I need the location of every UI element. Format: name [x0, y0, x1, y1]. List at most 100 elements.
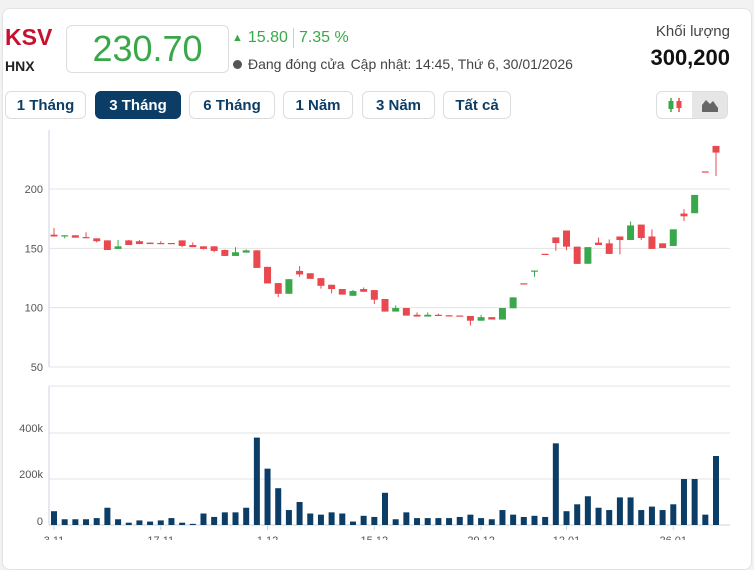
- volume-bar: [104, 507, 111, 525]
- volume-bar: [285, 510, 292, 525]
- candle-body: [274, 283, 282, 294]
- candle-body: [93, 238, 101, 242]
- x-tick-label: 3.11: [44, 535, 65, 540]
- volume-bar: [520, 516, 527, 525]
- range-3-years[interactable]: 3 Năm: [362, 91, 435, 119]
- candle-body: [146, 242, 154, 245]
- volume-bar: [478, 518, 485, 525]
- volume-bar: [531, 515, 538, 525]
- volume-bar: [382, 492, 388, 525]
- volume-bar: [691, 479, 698, 525]
- volume-bar: [638, 510, 645, 525]
- candle-body: [445, 315, 453, 317]
- volume-bar: [360, 515, 367, 525]
- volume-tick-label: 200k: [19, 469, 43, 481]
- volume-bar: [414, 518, 421, 525]
- candle-body: [103, 240, 111, 250]
- candle-body: [595, 242, 603, 246]
- range-1-month[interactable]: 1 Tháng: [5, 91, 86, 119]
- volume-bar: [392, 519, 399, 525]
- volume-bar: [61, 519, 68, 525]
- candle-body: [530, 270, 538, 272]
- status-text: Đang đóng cửa: [248, 56, 345, 72]
- volume-bar: [264, 468, 271, 525]
- volume-bar: [456, 516, 463, 525]
- range-1-year[interactable]: 1 Năm: [283, 91, 353, 119]
- change-percent: 7.35 %: [298, 29, 349, 46]
- volume-bar: [648, 506, 655, 525]
- candle-body: [125, 240, 133, 246]
- exchange-label: HNX: [5, 58, 35, 74]
- candle-body: [520, 283, 528, 285]
- volume-bar: [253, 437, 260, 525]
- candle-body: [637, 224, 645, 239]
- volume-bar: [211, 516, 218, 525]
- candle-body: [488, 317, 496, 320]
- price-tick-label: 50: [31, 362, 43, 374]
- volume-bar: [136, 520, 143, 525]
- volume-bar: [115, 519, 122, 525]
- volume-bar: [296, 502, 303, 525]
- candle-body: [712, 145, 720, 153]
- volume-bar: [307, 513, 314, 525]
- volume-bar: [168, 518, 175, 525]
- x-tick-label: 26.01: [660, 535, 688, 540]
- candle-body: [199, 246, 207, 249]
- candle-body: [338, 289, 346, 295]
- volume-bar: [189, 523, 196, 525]
- price-change: ▲ 15.80 7.35 %: [232, 28, 349, 48]
- volume-bar: [488, 519, 495, 525]
- candle-body: [157, 242, 165, 245]
- candle-body: [221, 249, 229, 256]
- candle-body: [498, 308, 506, 320]
- candle-body: [50, 234, 58, 237]
- current-price: 230.70: [66, 25, 229, 73]
- volume-bar: [616, 497, 623, 525]
- price-tick-label: 200: [25, 184, 43, 196]
- volume-bar: [542, 516, 549, 525]
- candlestick-icon: [668, 98, 681, 112]
- candle-body: [82, 237, 90, 239]
- market-status: Đang đóng cửa Cập nhật: 14:45, Thứ 6, 30…: [233, 56, 573, 72]
- volume-bar: [232, 512, 239, 525]
- volume-bar: [157, 520, 164, 525]
- volume-value: 300,200: [650, 45, 730, 70]
- candle-body: [210, 246, 218, 251]
- range-all[interactable]: Tất cả: [443, 91, 511, 119]
- volume-label: Khối lượng: [655, 23, 730, 40]
- candle-body: [669, 229, 677, 246]
- volume-bar: [563, 511, 570, 525]
- volume-bar: [403, 512, 410, 525]
- volume-tick-label: 400k: [19, 423, 43, 435]
- area-chart-icon: [701, 100, 718, 112]
- candle-body: [61, 235, 69, 237]
- candle-body: [328, 284, 336, 290]
- candle-body: [306, 273, 314, 279]
- candle-body: [402, 308, 410, 316]
- range-3-months[interactable]: 3 Tháng: [95, 91, 181, 119]
- volume-bar: [328, 512, 335, 525]
- status-dot-icon: [233, 59, 242, 69]
- candle-body: [605, 243, 613, 254]
- volume-bar: [275, 488, 282, 525]
- volume-bar: [147, 521, 154, 525]
- area-chart-button[interactable]: [692, 92, 727, 118]
- candle-body: [71, 235, 79, 238]
- range-6-months[interactable]: 6 Tháng: [189, 91, 275, 119]
- volume-bar: [702, 514, 709, 525]
- candle-body: [178, 240, 186, 246]
- candle-body: [424, 314, 432, 317]
- volume-bar: [339, 513, 346, 525]
- triangle-up-icon: ▲: [232, 32, 243, 44]
- candle-body: [135, 241, 143, 245]
- candle-body: [701, 171, 709, 173]
- candlestick-chart-button[interactable]: [657, 92, 692, 118]
- candle-body: [466, 315, 474, 321]
- volume-bar: [467, 514, 474, 525]
- volume-bar: [243, 507, 250, 525]
- price-volume-chart[interactable]: 50 100 150 200 0 200k 400k 3.11 17.11 1.12 15.12 29…: [0, 0, 754, 540]
- volume-bar: [83, 519, 90, 525]
- candle-body: [264, 266, 272, 284]
- ticker-symbol: KSV: [5, 24, 53, 50]
- candle-body: [232, 252, 240, 256]
